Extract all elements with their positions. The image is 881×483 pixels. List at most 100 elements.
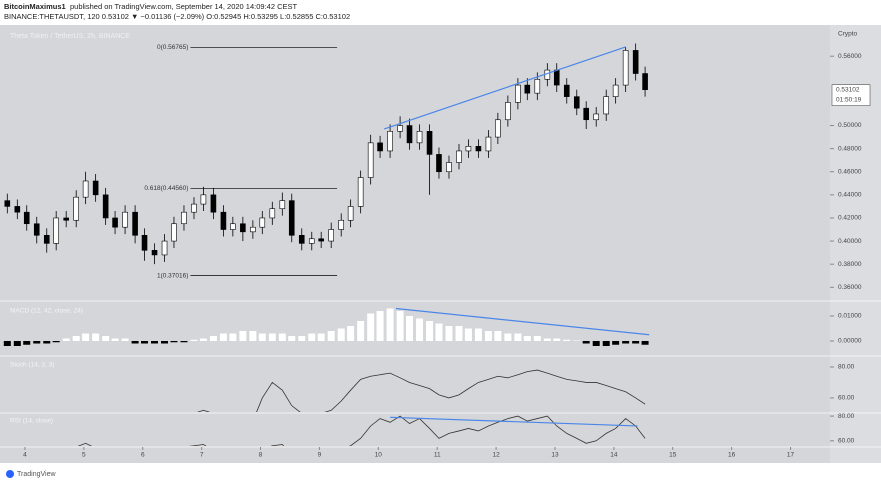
candle-body — [328, 229, 334, 242]
candle-body — [33, 223, 40, 236]
macd-bar — [641, 341, 649, 345]
scale-label: Crypto — [838, 31, 858, 38]
x-tick-label: 9 — [318, 452, 322, 459]
macd-bar — [396, 311, 404, 341]
macd-bar — [43, 341, 51, 344]
candle-body — [151, 250, 158, 256]
candle-body — [367, 142, 374, 178]
candle-body — [416, 131, 423, 144]
macd-bar — [13, 341, 21, 346]
macd-bar — [258, 333, 266, 341]
macd-bar — [131, 341, 139, 344]
macd-bar — [464, 328, 472, 341]
candle-body — [475, 146, 482, 152]
macd-bar — [170, 341, 178, 343]
macd-bar — [426, 321, 434, 341]
candle-body — [298, 234, 305, 244]
candle-body — [279, 200, 286, 210]
macd-bar — [632, 341, 640, 344]
fib-label: 1(0.37016) — [157, 272, 188, 279]
macd-bar — [337, 328, 345, 341]
macd-bar — [23, 341, 31, 345]
y-tick-label: 0.42000 — [838, 215, 862, 222]
macd-bar — [504, 333, 512, 341]
macd-bar — [209, 336, 217, 341]
y-tick-label: 0.38000 — [838, 261, 862, 268]
macd-bar — [553, 338, 561, 341]
macd-bar — [180, 341, 188, 343]
pane-label: MACD (12, 42, close, 24) — [10, 308, 83, 315]
macd-bar — [386, 308, 394, 341]
candle-body — [43, 234, 50, 244]
macd-bar — [121, 338, 129, 341]
x-tick-label: 5 — [82, 452, 86, 459]
candle-body — [112, 217, 118, 228]
macd-bar — [523, 336, 531, 341]
candle-body — [288, 200, 295, 236]
macd-bar — [268, 333, 276, 341]
candle-body — [161, 240, 168, 256]
candle-body — [593, 113, 600, 121]
quote: BINANCE:THETAUSDT, 120 0.53102 ▼ −0.0113… — [4, 12, 350, 21]
candle-body — [505, 102, 511, 121]
macd-bar — [573, 340, 581, 341]
macd-bar — [582, 341, 590, 344]
x-tick-label: 13 — [551, 452, 559, 459]
candle-body — [53, 217, 59, 244]
candle-body — [563, 84, 570, 97]
macd-bar — [435, 323, 443, 341]
candle-body — [397, 125, 403, 132]
macd-bar — [288, 336, 296, 341]
macd-bar — [151, 341, 159, 344]
candle-body — [553, 69, 560, 86]
candle-body — [171, 223, 177, 242]
pane-label: Stoch (14, 3, 3) — [10, 362, 54, 369]
candle-body — [210, 194, 217, 213]
macd-bar — [533, 336, 541, 341]
macd-bar — [376, 311, 384, 341]
candle-body — [141, 234, 148, 251]
candle-body — [92, 180, 99, 196]
y-tick-label: 0.50000 — [838, 122, 862, 129]
y-tick-label: 0.44000 — [838, 192, 862, 199]
candle-body — [377, 142, 383, 152]
candle-body — [436, 154, 442, 173]
y-tick-label: 80.00 — [838, 364, 855, 371]
macd-bar — [327, 331, 335, 341]
candle-body — [73, 196, 80, 221]
y-tick-label: 0.36000 — [838, 284, 862, 291]
macd-bar — [357, 321, 365, 341]
x-tick-label: 16 — [728, 452, 736, 459]
y-tick-label: 0.00000 — [838, 338, 862, 345]
y-tick-label: 0.01000 — [838, 313, 862, 320]
chart-area — [0, 25, 830, 463]
candle-body — [102, 194, 109, 219]
macd-bar — [367, 313, 375, 341]
x-tick-label: 4 — [23, 452, 27, 459]
candle-body — [132, 211, 138, 236]
macd-bar — [249, 331, 257, 341]
macd-bar — [219, 333, 227, 341]
y-tick-label: 60.00 — [838, 438, 855, 445]
candle-body — [23, 211, 30, 225]
candle-body — [622, 50, 629, 86]
x-tick-label: 6 — [141, 452, 145, 459]
macd-bar — [161, 341, 169, 344]
candle-body — [308, 238, 315, 244]
macd-bar — [278, 333, 286, 341]
last-price: 0.53102 — [836, 86, 860, 93]
trendline — [390, 416, 638, 427]
publisher: BitcoinMaximus1 — [4, 2, 66, 11]
candle-body — [495, 119, 501, 138]
macd-bar — [190, 339, 198, 341]
x-tick-label: 14 — [610, 452, 618, 459]
candle-body — [632, 50, 639, 74]
footer-brand: TradingView — [17, 471, 56, 478]
macd-bar — [543, 338, 551, 341]
candle-body — [191, 203, 197, 213]
candle-body — [250, 226, 256, 233]
macd-bar — [102, 336, 110, 341]
x-tick-label: 10 — [375, 452, 383, 459]
macd-bar — [445, 326, 453, 341]
